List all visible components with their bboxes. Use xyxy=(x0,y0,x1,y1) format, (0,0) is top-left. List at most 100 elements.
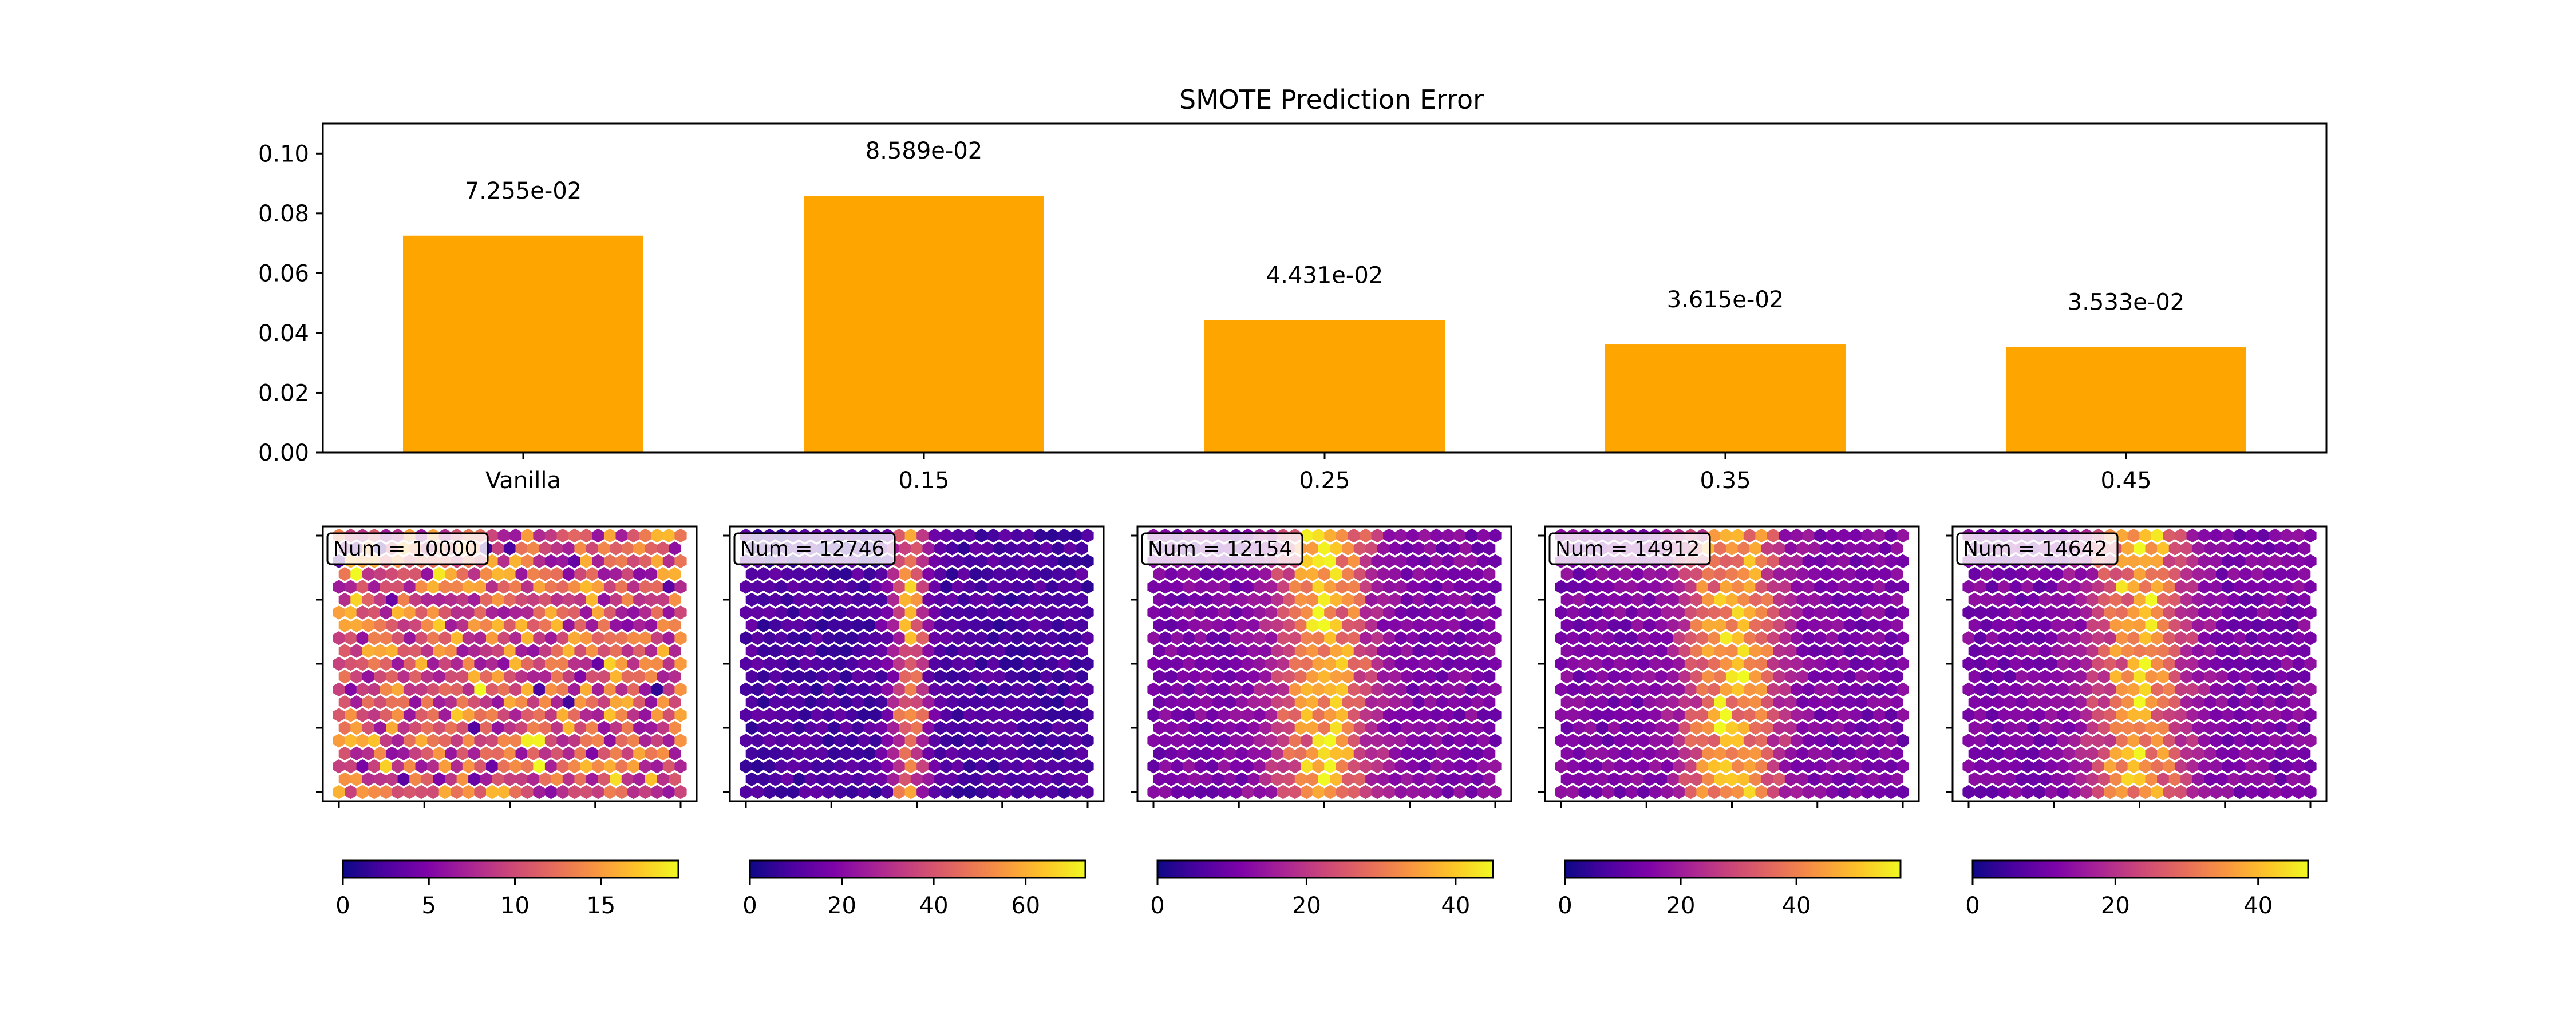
hex-cell xyxy=(1453,656,1466,671)
hex-cell xyxy=(1183,656,1195,671)
hex-cell xyxy=(2163,759,2175,774)
panel-frame xyxy=(729,525,1105,802)
hex-cell xyxy=(1306,644,1319,658)
hex-cell xyxy=(2080,759,2093,774)
hex-cell xyxy=(1294,567,1307,581)
hex-cell xyxy=(1183,631,1195,645)
hex-cell xyxy=(633,772,646,786)
hex-cell xyxy=(1761,567,1773,581)
hex-cell xyxy=(2251,720,2263,735)
hex-cell xyxy=(1253,631,1266,645)
colorbar-tick-label: 60 xyxy=(1011,893,1040,919)
hex-cell xyxy=(1796,644,1809,658)
hex-cell xyxy=(1678,567,1691,581)
hex-cell xyxy=(1743,656,1756,671)
hex-cell xyxy=(822,580,835,594)
hex-cell xyxy=(1673,734,1685,748)
hex-cell xyxy=(1584,746,1597,760)
hex-cell xyxy=(480,644,492,658)
hex-cell xyxy=(757,772,770,786)
hex-cell xyxy=(875,746,888,760)
hex-cell xyxy=(427,785,440,799)
hex-cell xyxy=(2233,580,2246,594)
hex-cell xyxy=(1720,528,1732,543)
hex-cell xyxy=(592,708,605,722)
hex-cell xyxy=(822,656,835,671)
hex-cell xyxy=(1643,592,1656,607)
hex-cell xyxy=(2180,567,2193,581)
hex-cell xyxy=(627,734,640,748)
hex-cell xyxy=(1365,644,1378,658)
hex-cell xyxy=(1614,605,1626,620)
hex-cell xyxy=(1242,605,1254,620)
hex-cell xyxy=(497,759,510,774)
hex-cell xyxy=(1324,708,1337,722)
hex-cell xyxy=(1289,734,1301,748)
hex-cell xyxy=(1301,605,1313,620)
hex-cell xyxy=(2251,746,2263,760)
hex-cell xyxy=(586,720,599,735)
hex-cell xyxy=(1832,567,1844,581)
hex-cell xyxy=(840,695,852,710)
hex-cell xyxy=(2263,720,2275,735)
hex-cell xyxy=(1791,656,1803,671)
hex-cell xyxy=(910,720,923,735)
hex-cell xyxy=(409,695,422,710)
hex-cell xyxy=(1791,785,1803,799)
hex-cell xyxy=(2139,759,2152,774)
hex-cell xyxy=(887,746,899,760)
hex-cell xyxy=(345,580,357,594)
hex-cell xyxy=(345,631,357,645)
hex-cell xyxy=(1022,785,1035,799)
hex-cell xyxy=(1578,759,1591,774)
hex-cell xyxy=(462,682,475,696)
hex-cell xyxy=(539,541,551,556)
hex-cell xyxy=(1820,746,1832,760)
panel-frame xyxy=(1544,525,1920,802)
hex-cell xyxy=(2075,567,2087,581)
hex-cell xyxy=(503,695,516,710)
hex-cell xyxy=(987,631,999,645)
hex-cell xyxy=(1052,746,1065,760)
hex-cell xyxy=(486,785,499,799)
hex-cell xyxy=(2298,772,2311,786)
hex-cell xyxy=(1436,746,1448,760)
hex-cell xyxy=(2204,746,2217,760)
hex-cell xyxy=(1022,656,1035,671)
hex-cell xyxy=(2281,682,2293,696)
hex-cell xyxy=(539,746,551,760)
hex-cell xyxy=(752,734,764,748)
hex-cell xyxy=(451,708,463,722)
hex-cell xyxy=(869,631,882,645)
hex-cell xyxy=(1879,720,1891,735)
hex-cell xyxy=(2263,772,2275,786)
hex-cell xyxy=(1855,644,1868,658)
hex-cell xyxy=(338,746,351,760)
hex-cell xyxy=(2063,772,2075,786)
hex-cell xyxy=(1584,644,1597,658)
hex-cell xyxy=(1212,746,1224,760)
hex-cell xyxy=(1489,528,1502,543)
hex-cell xyxy=(1584,670,1597,684)
hex-cell xyxy=(356,605,369,620)
hex-cell xyxy=(1732,656,1744,671)
hex-cell xyxy=(1838,682,1850,696)
hex-cell xyxy=(1448,592,1460,607)
hex-cell xyxy=(858,605,870,620)
hex-cell xyxy=(574,644,587,658)
hex-cell xyxy=(1294,592,1307,607)
hex-cell xyxy=(427,605,440,620)
hex-cell xyxy=(462,605,475,620)
hex-cell xyxy=(1147,605,1160,620)
hex-cell xyxy=(2257,708,2270,722)
hex-cell xyxy=(1974,785,1987,799)
hex-cell xyxy=(958,567,970,581)
hex-cell xyxy=(598,541,610,556)
hex-cell xyxy=(1879,644,1891,658)
hex-cell xyxy=(468,746,481,760)
hex-cell xyxy=(1194,734,1207,748)
hex-cell xyxy=(1412,670,1425,684)
hex-cell xyxy=(1861,734,1874,748)
hex-cell xyxy=(1826,656,1839,671)
hex-cell xyxy=(1005,670,1017,684)
